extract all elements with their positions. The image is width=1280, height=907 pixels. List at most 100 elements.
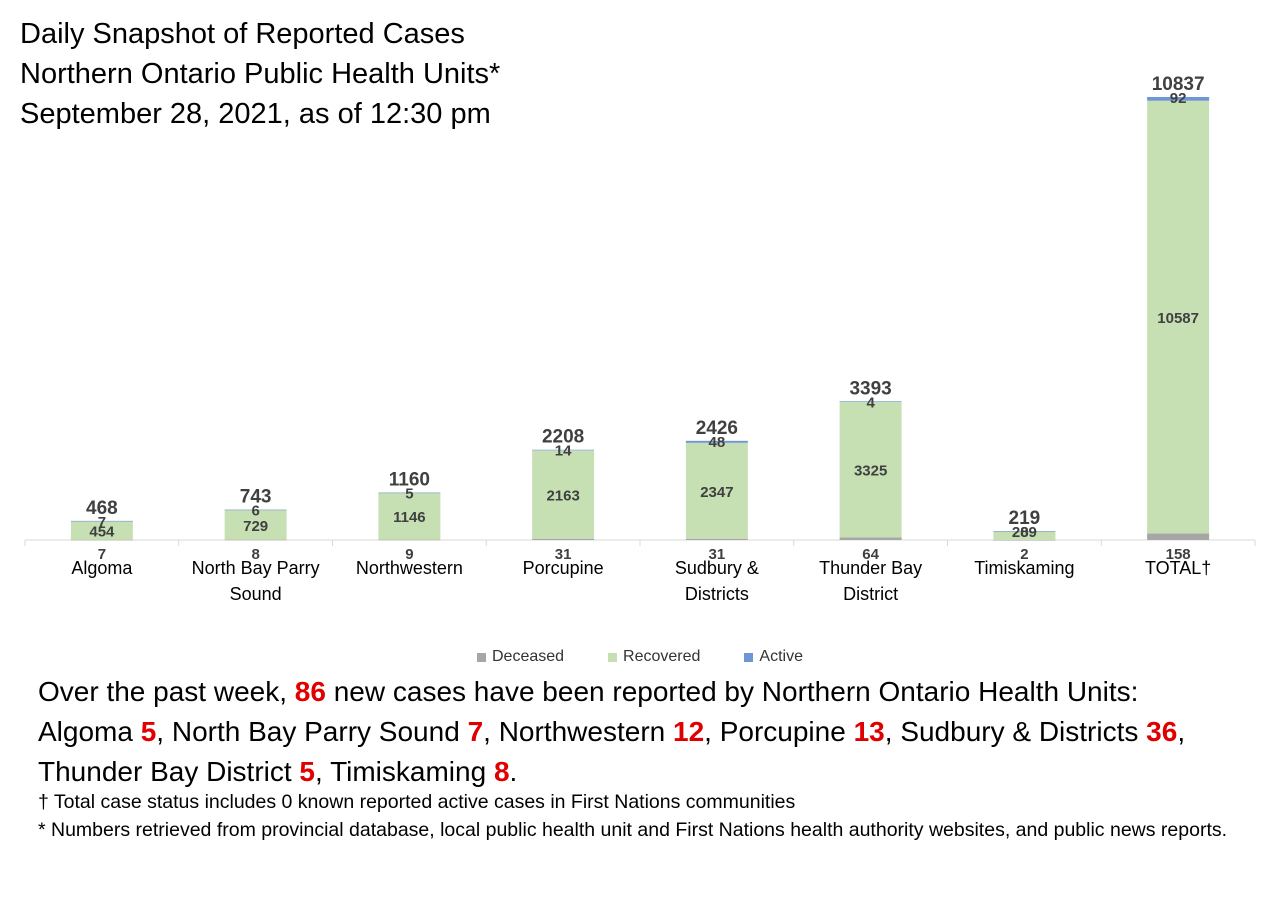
data-label-deceased: 7 [98, 546, 106, 563]
category-label: Timiskaming [974, 558, 1074, 578]
data-label-recovered: 209 [1012, 524, 1037, 541]
data-label-total: 2426 [696, 418, 738, 439]
summary-total-new: 86 [294, 676, 326, 707]
summary-items: Algoma 5, North Bay Parry Sound 7, North… [38, 716, 1186, 787]
bar-deceased [70, 539, 133, 541]
data-label-total: 468 [86, 498, 118, 519]
bar-recovered [685, 442, 748, 539]
bar-active [224, 509, 287, 511]
legend-label: Active [759, 648, 803, 665]
bar-active [993, 531, 1056, 532]
legend-swatch [477, 652, 486, 662]
bar-active [532, 449, 595, 451]
summary-item-name: Algoma [38, 716, 141, 747]
category-label: Thunder Bay [819, 558, 922, 578]
summary-item: Algoma 5 [38, 716, 156, 747]
bar-active [1147, 97, 1210, 101]
summary-item: Timiskaming 8 [330, 756, 509, 787]
summary-item: Sudbury & Districts 36 [900, 716, 1177, 747]
category-label: Porcupine [523, 558, 604, 578]
summary-item: Northwestern 12 [499, 716, 704, 747]
bar-active [70, 520, 133, 522]
data-label-deceased: 158 [1166, 546, 1191, 563]
chart-title: Daily Snapshot of Reported Cases Norther… [20, 14, 500, 134]
bar-recovered [70, 521, 133, 540]
category-label: Sudbury & [675, 558, 759, 578]
category-label: Algoma [71, 558, 133, 578]
legend-item-deceased: Deceased [477, 648, 564, 666]
bar-recovered [839, 401, 902, 538]
data-label-total: 2208 [542, 427, 584, 448]
title-line-3: September 28, 2021, as of 12:30 pm [20, 98, 491, 130]
data-label-deceased: 9 [405, 546, 413, 563]
bar-active [839, 401, 902, 402]
bar-deceased [685, 538, 748, 540]
bar-recovered [532, 450, 595, 539]
summary-item-name: Northwestern [498, 716, 673, 747]
chart-legend: Deceased Recovered Active [0, 648, 1280, 666]
weekly-summary: Over the past week, 86 new cases have be… [38, 672, 1258, 792]
summary-item: Thunder Bay District 5 [38, 756, 315, 787]
legend-item-active: Active [744, 648, 803, 666]
data-label-deceased: 8 [251, 546, 259, 563]
category-label: Sound [230, 584, 282, 604]
bar-active [378, 492, 441, 494]
data-label-total: 10837 [1152, 74, 1205, 95]
bar-deceased [993, 539, 1056, 541]
legend-item-recovered: Recovered [608, 648, 700, 666]
summary-item-name: Porcupine [719, 716, 854, 747]
data-label-recovered: 2347 [700, 484, 733, 501]
summary-item-name: Thunder Bay District [38, 756, 300, 787]
data-label-recovered: 729 [243, 518, 268, 535]
bar-active [685, 440, 748, 443]
summary-intro: Over the past week, [38, 676, 288, 707]
bar-deceased [224, 539, 287, 541]
data-label-deceased: 31 [555, 546, 572, 563]
data-label-total: 3393 [849, 378, 891, 399]
summary-intro-rest: new cases have been reported by Northern… [333, 676, 1139, 707]
data-label-deceased: 64 [862, 546, 879, 563]
bar-deceased [1147, 533, 1210, 540]
data-label-active: 5 [405, 486, 413, 503]
bar-recovered [993, 531, 1056, 540]
data-label-deceased: 31 [709, 546, 726, 563]
bar-recovered [378, 492, 441, 540]
summary-item-name: Sudbury & Districts [900, 716, 1147, 747]
summary-item-value: 36 [1146, 716, 1178, 747]
data-label-recovered: 1146 [393, 509, 426, 526]
summary-item-value: 7 [467, 716, 484, 747]
data-label-active: 7 [98, 514, 106, 531]
summary-item-name: North Bay Parry Sound [171, 716, 468, 747]
data-label-active: 48 [709, 434, 726, 451]
bar-deceased [839, 537, 902, 540]
category-label: District [843, 584, 898, 604]
title-line-1: Daily Snapshot of Reported Cases [20, 18, 465, 50]
summary-item-value: 5 [140, 716, 157, 747]
summary-item: Porcupine 13 [720, 716, 885, 747]
summary-item-name: Timiskaming [330, 756, 494, 787]
data-label-recovered: 2163 [546, 488, 579, 505]
data-label-deceased: 2 [1020, 546, 1028, 563]
footnotes: † Total case status includes 0 known rep… [38, 788, 1263, 844]
footnote-sources: * Numbers retrieved from provincial data… [38, 819, 1228, 841]
legend-label: Recovered [623, 648, 701, 665]
legend-label: Deceased [492, 648, 565, 665]
data-label-active: 14 [555, 443, 572, 460]
data-label-recovered: 10587 [1157, 310, 1199, 327]
data-label-total: 1160 [389, 470, 430, 491]
summary-item-value: 12 [673, 716, 705, 747]
summary-line-1: Over the past week, 86 new cases have be… [38, 672, 1258, 712]
data-label-active: 8 [1020, 524, 1028, 541]
footnote-total: † Total case status includes 0 known rep… [38, 791, 796, 813]
bar-deceased [532, 538, 595, 540]
summary-item: North Bay Parry Sound 7 [172, 716, 483, 747]
summary-item-value: 5 [299, 756, 315, 787]
data-label-active: 6 [251, 503, 259, 520]
data-label-recovered: 3325 [854, 462, 887, 479]
category-label: TOTAL† [1145, 558, 1211, 578]
bar-recovered [1147, 100, 1210, 534]
data-label-active: 4 [866, 394, 875, 411]
data-label-total: 219 [1009, 508, 1041, 529]
data-label-recovered: 454 [89, 523, 115, 540]
